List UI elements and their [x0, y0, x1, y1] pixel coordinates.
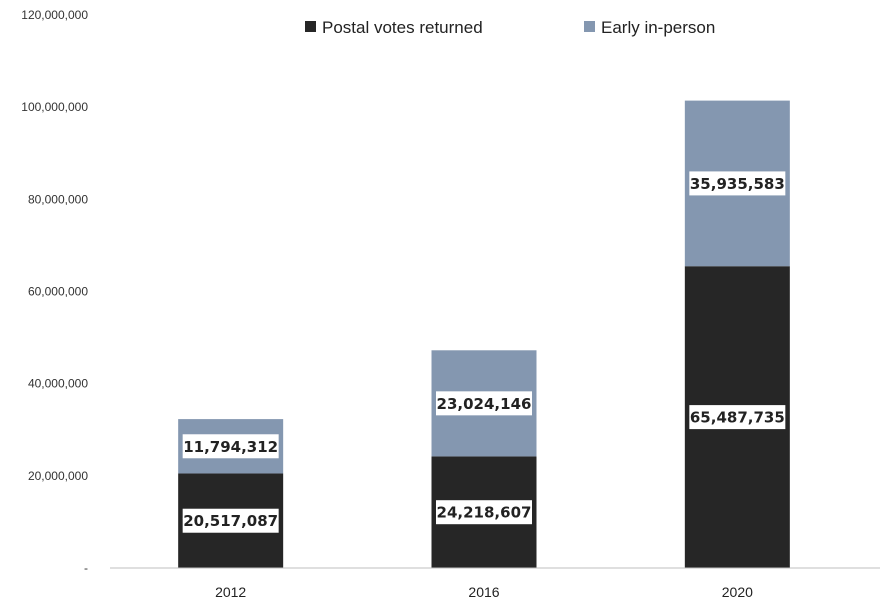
legend-item-postal: Postal votes returned: [305, 18, 483, 37]
legend-label: Early in-person: [601, 18, 715, 37]
data-label-notch: [689, 177, 694, 186]
data-label-box: [182, 434, 279, 459]
y-tick-label: 100,000,000: [21, 100, 88, 114]
data-label-notch: [182, 514, 187, 523]
data-label-box: [689, 171, 786, 196]
y-tick-label: 60,000,000: [28, 285, 88, 299]
data-label: 35,935,583: [690, 175, 785, 193]
data-label-notch: [182, 440, 187, 449]
x-tick-label: 2016: [468, 584, 499, 600]
bars: [178, 100, 790, 568]
data-label: 20,517,087: [183, 512, 278, 530]
x-tick-label: 2012: [215, 584, 246, 600]
y-tick-label: 120,000,000: [21, 8, 88, 22]
y-tick-label: 40,000,000: [28, 377, 88, 391]
data-label-box: [436, 500, 532, 525]
data-label-notch: [689, 411, 694, 420]
legend-item-early: Early in-person: [584, 18, 715, 37]
data-label: 23,024,146: [437, 395, 532, 413]
legend-swatch: [305, 21, 316, 32]
legend-swatch: [584, 21, 595, 32]
y-tick-label: 20,000,000: [28, 469, 88, 483]
data-labels: 20,517,087 11,794,312 24,218,607 23,024,146…: [182, 171, 786, 533]
y-tick-label: 80,000,000: [28, 192, 88, 206]
legend-label: Postal votes returned: [322, 18, 483, 37]
y-tick-label: -: [84, 561, 88, 575]
y-axis: - 20,000,000 40,000,000 60,000,000 80,000,00…: [21, 8, 88, 575]
x-axis: 2012 2016 2020: [110, 567, 880, 600]
data-label-box: [689, 405, 786, 430]
data-label: 11,794,312: [183, 438, 278, 456]
data-label: 65,487,735: [690, 409, 785, 427]
data-label-box: [436, 391, 532, 416]
data-label: 24,218,607: [437, 504, 532, 522]
data-label-notch: [436, 397, 440, 406]
data-label-box: [182, 508, 279, 533]
data-label-notch: [436, 506, 440, 515]
x-tick-label: 2020: [722, 584, 753, 600]
legend: Postal votes returned Early in-person: [305, 18, 715, 37]
